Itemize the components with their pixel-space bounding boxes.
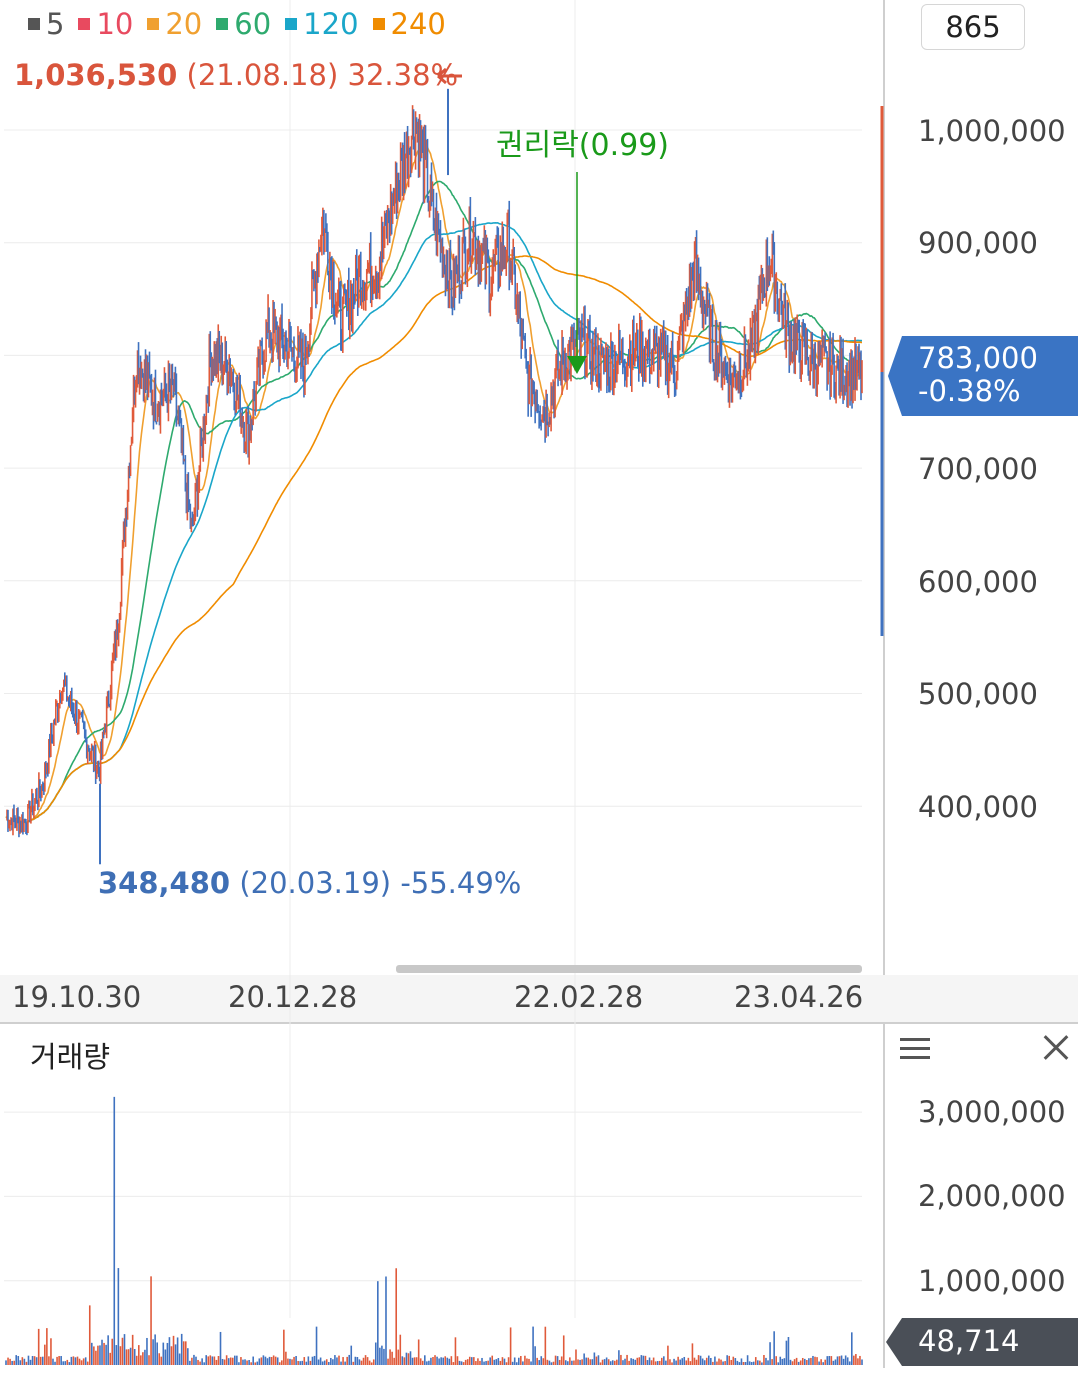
current-price-text: 783,000 -0.38% [918, 342, 1038, 408]
rights-event-marker [567, 356, 587, 374]
menu-icon[interactable] [900, 1036, 932, 1062]
high-date: (21.08.18) [186, 58, 339, 92]
current-volume-tag [886, 1318, 1078, 1366]
chart-scrollbar[interactable] [396, 965, 862, 973]
volume-title: 거래량 [30, 1040, 111, 1074]
count-box[interactable]: 865 [921, 4, 1025, 50]
legend-item[interactable]: 10 [78, 6, 133, 42]
x-tick: 19.10.30 [12, 980, 142, 1014]
close-icon[interactable] [1040, 1032, 1072, 1064]
x-axis-band [0, 975, 1078, 1023]
legend-swatch [372, 18, 385, 30]
high-arrow-icon [437, 67, 462, 85]
legend-swatch [147, 18, 160, 30]
legend-swatch [28, 18, 40, 30]
legend-label: 20 [165, 7, 203, 41]
current-change: -0.38% [918, 374, 1021, 408]
legend-item[interactable]: 20 [147, 6, 202, 42]
legend-item[interactable]: 60 [216, 6, 271, 42]
volume-y-tick: 1,000,000 [918, 1264, 1066, 1298]
high-value: 1,036,530 [14, 58, 178, 92]
price-y-tick: 700,000 [918, 452, 1038, 486]
price-y-tick: 1,000,000 [918, 114, 1066, 148]
price-y-tick: 500,000 [918, 677, 1038, 711]
x-tick: 22.02.28 [514, 980, 644, 1014]
legend-swatch [216, 18, 229, 30]
current-price-tag [888, 336, 1078, 416]
legend-item[interactable]: 120 [285, 6, 359, 42]
legend-label: 240 [390, 7, 446, 41]
legend-label: 5 [46, 7, 65, 41]
x-tick: 23.04.26 [734, 980, 864, 1014]
current-volume: 48,714 [918, 1324, 1020, 1358]
legend-item[interactable]: 5 [28, 6, 64, 42]
legend-label: 10 [96, 7, 134, 41]
legend-swatch [78, 18, 91, 30]
x-tick: 20.12.28 [228, 980, 358, 1014]
high-pct: 32.38% [347, 58, 459, 92]
low-date: (20.03.19) [239, 866, 392, 900]
ma60-line [5, 180, 863, 824]
price-y-tick: 900,000 [918, 226, 1038, 260]
price-y-tick: 600,000 [918, 565, 1038, 599]
low-label: 348,480 (20.03.19) -55.49% [98, 866, 521, 900]
legend-label: 60 [234, 7, 272, 41]
price-y-tick: 400,000 [918, 790, 1038, 824]
legend-swatch [285, 18, 298, 30]
ma-legend: 5 10 20 60 120 240 [28, 6, 446, 42]
high-label: 1,036,530 (21.08.18) 32.38% [14, 58, 458, 92]
volume-y-tick: 2,000,000 [918, 1179, 1066, 1213]
legend-label: 120 [303, 7, 359, 41]
volume-y-tick: 3,000,000 [918, 1095, 1066, 1129]
rights-event-label: 권리락(0.99) [496, 128, 670, 163]
low-pct: -55.49% [400, 866, 522, 900]
low-value: 348,480 [98, 866, 231, 900]
ma240-line [5, 255, 862, 824]
legend-item[interactable]: 240 [372, 6, 446, 42]
current-price: 783,000 [918, 341, 1038, 375]
